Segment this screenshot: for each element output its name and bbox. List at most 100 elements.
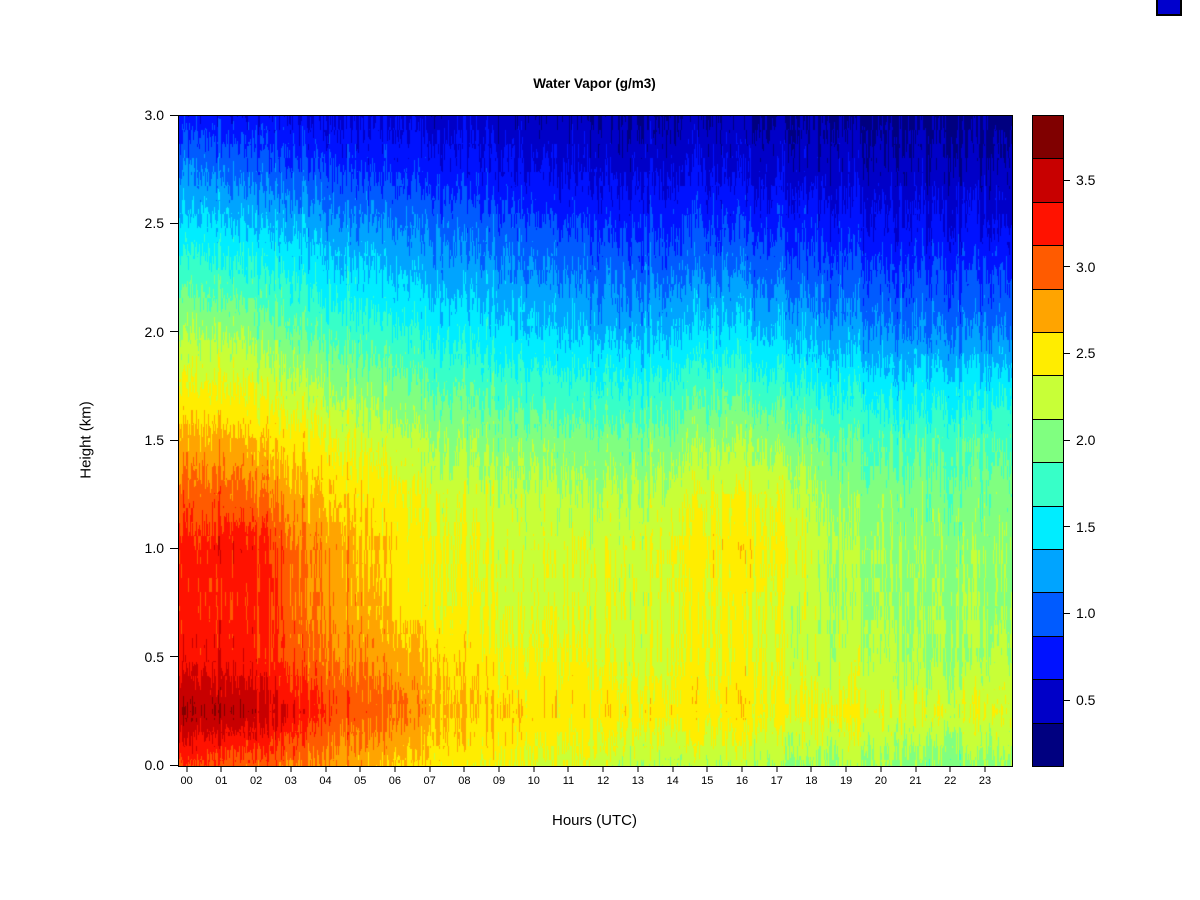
x-tick-label: 22 bbox=[944, 775, 957, 787]
colorbar-segment bbox=[1033, 506, 1063, 551]
x-tick-mark bbox=[359, 766, 361, 772]
x-tick-mark bbox=[463, 766, 465, 772]
x-tick-label: 03 bbox=[284, 775, 297, 787]
colorbar-tick-mark bbox=[1063, 612, 1070, 614]
x-tick-mark bbox=[498, 766, 500, 772]
x-tick-label: 06 bbox=[388, 775, 402, 787]
y-tick-mark bbox=[170, 439, 178, 441]
x-tick-label: 04 bbox=[319, 775, 332, 787]
y-tick-label: 2.5 bbox=[144, 215, 164, 232]
x-tick-label: 11 bbox=[562, 775, 575, 787]
chart-title: Water Vapor (g/m3) bbox=[533, 76, 656, 91]
y-tick-mark bbox=[170, 222, 178, 224]
x-tick-label: 07 bbox=[423, 775, 436, 787]
x-tick-label: 12 bbox=[597, 775, 610, 787]
y-tick-label: 1.5 bbox=[144, 432, 164, 448]
colorbar-segment bbox=[1033, 593, 1063, 637]
y-axis-label: Height (km) bbox=[77, 401, 95, 479]
x-tick-label: 09 bbox=[492, 775, 506, 787]
colorbar-segment bbox=[1033, 246, 1063, 290]
y-tick-label: 0.5 bbox=[144, 648, 164, 665]
colorbar-tick-mark bbox=[1063, 179, 1070, 181]
y-tick-label: 0.0 bbox=[144, 757, 164, 773]
y-axis: 0.0 0.5 1.0 1.5 2.0 2.5 3.0 bbox=[100, 107, 178, 773]
x-tick-mark bbox=[706, 766, 708, 772]
x-tick-label: 21 bbox=[909, 775, 922, 787]
colorbar-tick-label: 3.5 bbox=[1076, 172, 1096, 188]
x-tick-mark bbox=[672, 766, 674, 772]
colorbar-segment bbox=[1033, 289, 1063, 334]
y-tick-mark bbox=[170, 656, 178, 658]
y-tick-label: 1.0 bbox=[144, 540, 164, 557]
x-tick-mark bbox=[533, 766, 535, 772]
y-tick-label: 3.0 bbox=[144, 107, 164, 123]
colorbar-segment bbox=[1033, 680, 1063, 724]
plot-area bbox=[178, 115, 1013, 767]
x-tick-mark bbox=[255, 766, 257, 772]
x-tick-mark bbox=[810, 766, 812, 772]
y-tick-mark bbox=[170, 764, 178, 766]
x-tick-label: 01 bbox=[215, 775, 228, 787]
x-tick-mark bbox=[637, 766, 639, 772]
colorbar-tick-mark bbox=[1063, 526, 1070, 528]
colorbar-tick-mark bbox=[1063, 699, 1070, 701]
x-axis-label: Hours (UTC) bbox=[552, 812, 637, 829]
x-tick-mark bbox=[325, 766, 326, 772]
x-tick-mark bbox=[984, 766, 986, 772]
colorbar-segment bbox=[1033, 202, 1063, 247]
colorbar-tick-mark bbox=[1063, 352, 1070, 354]
x-tick-label: 13 bbox=[631, 775, 644, 787]
x-tick-label: 18 bbox=[805, 775, 818, 787]
heatmap-canvas bbox=[179, 116, 1012, 766]
colorbar-segment bbox=[1033, 333, 1063, 377]
colorbar-segment bbox=[1033, 463, 1063, 507]
colorbar-tick-label: 2.5 bbox=[1076, 345, 1096, 362]
x-tick-mark bbox=[186, 766, 188, 772]
corner-color-swatch bbox=[1156, 0, 1182, 16]
colorbar-tick-label: 3.0 bbox=[1076, 258, 1096, 275]
y-tick-mark bbox=[170, 547, 178, 549]
x-tick-label: 20 bbox=[874, 775, 887, 787]
colorbar-segment bbox=[1033, 376, 1063, 420]
colorbar-segment bbox=[1033, 116, 1063, 160]
y-tick-mark bbox=[170, 114, 178, 116]
colorbar-segment bbox=[1033, 419, 1063, 464]
x-tick-label: 08 bbox=[458, 775, 471, 787]
x-tick-label: 19 bbox=[840, 775, 853, 787]
x-tick-mark bbox=[880, 766, 882, 772]
x-tick-mark bbox=[845, 766, 847, 772]
colorbar bbox=[1032, 115, 1064, 767]
x-tick-mark bbox=[429, 766, 431, 772]
y-tick-label: 2.0 bbox=[144, 323, 164, 340]
x-tick-label: 05 bbox=[354, 775, 367, 787]
colorbar-segment bbox=[1033, 636, 1063, 681]
colorbar-segment bbox=[1033, 550, 1063, 594]
colorbar-segment bbox=[1033, 159, 1063, 203]
x-tick-label: 17 bbox=[770, 775, 783, 787]
x-tick-mark bbox=[741, 766, 743, 772]
x-tick-mark bbox=[290, 766, 292, 772]
colorbar-tick-label: 1.5 bbox=[1076, 518, 1096, 535]
x-tick-label: 15 bbox=[701, 775, 714, 787]
colorbar-tick-mark bbox=[1063, 266, 1070, 268]
x-tick-mark bbox=[567, 766, 569, 772]
x-tick-mark bbox=[915, 766, 917, 772]
x-tick-label: 00 bbox=[180, 775, 193, 787]
x-tick-label: 14 bbox=[666, 775, 679, 787]
x-axis: 00 01 02 03 04 05 06 07 08 09 10 11 12 13 14 15 16 17 18 19… bbox=[178, 766, 1011, 800]
colorbar-tick-mark bbox=[1063, 439, 1070, 441]
x-tick-label: 16 bbox=[735, 775, 749, 787]
colorbar-tick-label: 0.5 bbox=[1076, 692, 1096, 708]
x-tick-mark bbox=[602, 766, 604, 772]
x-tick-label: 02 bbox=[249, 775, 263, 787]
colorbar-tick-label: 2.0 bbox=[1076, 432, 1096, 448]
colorbar-tick-label: 1.0 bbox=[1076, 605, 1096, 622]
colorbar-segment bbox=[1033, 723, 1063, 767]
x-tick-label: 10 bbox=[527, 775, 540, 787]
x-tick-mark bbox=[394, 766, 396, 772]
y-tick-mark bbox=[170, 331, 178, 333]
x-tick-label: 23 bbox=[978, 775, 992, 787]
x-tick-mark bbox=[776, 766, 778, 772]
x-tick-mark bbox=[220, 766, 222, 772]
